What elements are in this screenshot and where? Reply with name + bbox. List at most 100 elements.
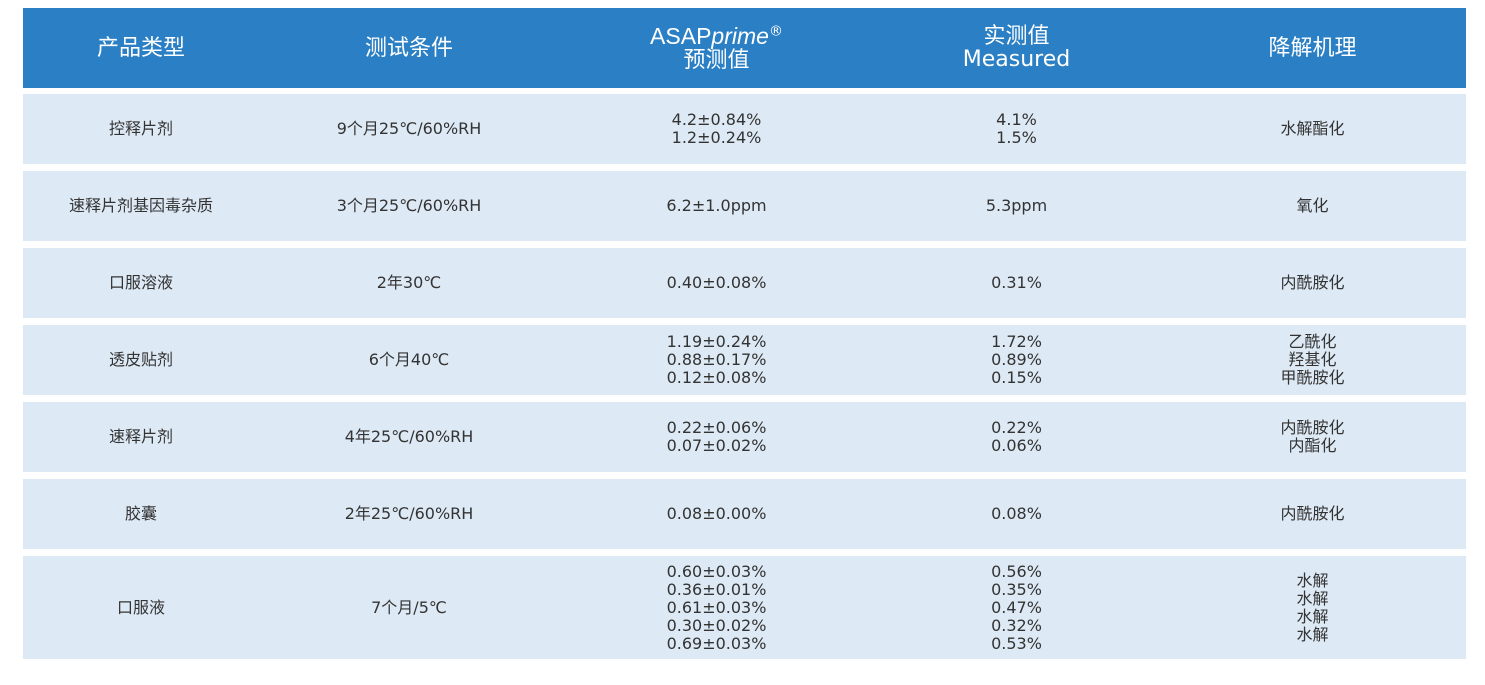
cell-mechanism: 水解酯化 [1159, 120, 1466, 138]
header-predicted: ASAPprime® 预测值 [559, 22, 874, 73]
cell-measured-value: 0.31% [874, 274, 1159, 292]
cell-measured-value: 1.72% 0.89% 0.15% [874, 333, 1159, 387]
cell-mechanism-line: 水解 [1296, 624, 1329, 644]
header-predicted-label: 预测值 [683, 47, 750, 73]
cell-product-type: 胶囊 [124, 504, 157, 523]
cell-product-type: 控释片剂 [108, 119, 173, 138]
cell-measured-value-line: 0.56% [991, 561, 1042, 581]
header-measured-cn: 实测值 [983, 24, 1050, 49]
cell-measured-value: 4.1% 1.5% [874, 111, 1159, 147]
cell-mechanism: 水解 水解 水解 水解 [1159, 570, 1466, 644]
cell-predicted-value-line: 0.88±0.17% [666, 350, 767, 369]
cell-predicted-value-line: 0.30±0.02% [666, 615, 767, 635]
cell-mechanism: 内酰胺化 [1159, 505, 1466, 523]
brand-name-italic: prime [711, 22, 769, 49]
cell-product-type: 速释片剂基因毒杂质 [68, 196, 213, 215]
cell-predicted-value-line: 4.2±0.84% [671, 110, 762, 129]
cell-measured-value: 0.08% [874, 505, 1159, 523]
cell-mechanism-line: 水解酯化 [1280, 119, 1345, 138]
cell-mechanism-line: 水解 [1296, 570, 1329, 590]
cell-predicted-value: 6.2±1.0ppm [559, 197, 874, 215]
cell-mechanism-line: 羟基化 [1288, 350, 1337, 369]
header-measured-en: Measured [962, 47, 1071, 72]
header-product-type: 产品类型 [96, 35, 185, 61]
table-row: 速释片剂 4年25℃/60%RH 0.22±0.06% 0.07±0.02% 0.22%… [23, 402, 1466, 472]
cell-test-condition: 2年30℃ [376, 273, 442, 292]
cell-predicted-value: 0.08±0.00% [559, 505, 874, 523]
cell-measured-value-line: 0.22% [991, 418, 1042, 437]
cell-product-type: 透皮贴剂 [108, 350, 173, 369]
cell-measured-value-line: 0.47% [991, 597, 1042, 617]
cell-test-condition: 6个月40℃ [368, 350, 450, 369]
cell-mechanism-line: 内酰胺化 [1280, 418, 1345, 437]
cell-predicted-value-line: 1.19±0.24% [666, 332, 767, 351]
table-row: 胶囊 2年25℃/60%RH 0.08±0.00% 0.08% 内酰胺化 [23, 479, 1466, 549]
cell-measured-value-line: 0.53% [991, 633, 1042, 653]
cell-mechanism-line: 甲酰胺化 [1280, 368, 1345, 387]
cell-mechanism-line: 乙酰化 [1288, 332, 1337, 351]
header-measured: 实测值 Measured [874, 25, 1159, 71]
cell-predicted-value-line: 0.22±0.06% [666, 418, 767, 437]
cell-measured-value-line: 0.06% [991, 436, 1042, 455]
brand-name: ASAP [650, 22, 712, 49]
cell-predicted-value-line: 0.60±0.03% [666, 561, 767, 581]
cell-predicted-value-line: 0.12±0.08% [666, 368, 767, 387]
header-mechanism: 降解机理 [1268, 35, 1357, 61]
cell-mechanism-line: 内酰胺化 [1280, 504, 1345, 523]
cell-predicted-value-line: 6.2±1.0ppm [666, 196, 767, 215]
cell-mechanism-line: 内酯化 [1288, 436, 1337, 455]
cell-measured-value-line: 1.5% [996, 128, 1037, 147]
cell-measured-value-line: 5.3ppm [985, 196, 1048, 215]
table-header: 产品类型 测试条件 ASAPprime® 预测值 实测值 Measured 降解… [23, 8, 1466, 88]
cell-mechanism: 乙酰化 羟基化 甲酰胺化 [1159, 333, 1466, 387]
cell-measured-value-line: 4.1% [996, 110, 1037, 129]
table-body: 控释片剂 9个月25℃/60%RH 4.2±0.84% 1.2±0.24% 4.1% 1.… [23, 94, 1466, 659]
cell-test-condition: 9个月25℃/60%RH [336, 119, 482, 138]
table-row: 控释片剂 9个月25℃/60%RH 4.2±0.84% 1.2±0.24% 4.1% 1.… [23, 94, 1466, 164]
stability-comparison-table: 产品类型 测试条件 ASAPprime® 预测值 实测值 Measured 降解… [23, 8, 1466, 659]
cell-predicted-value: 4.2±0.84% 1.2±0.24% [559, 111, 874, 147]
cell-predicted-value-line: 0.40±0.08% [666, 273, 767, 292]
cell-product-type: 速释片剂 [108, 427, 173, 446]
cell-measured-value-line: 0.31% [991, 273, 1042, 292]
table-row: 透皮贴剂 6个月40℃ 1.19±0.24% 0.88±0.17% 0.12±0.08%… [23, 325, 1466, 395]
cell-mechanism: 内酰胺化 [1159, 274, 1466, 292]
table-row: 速释片剂基因毒杂质 3个月25℃/60%RH 6.2±1.0ppm 5.3ppm 氧化 [23, 171, 1466, 241]
cell-mechanism-line: 氧化 [1296, 196, 1329, 215]
header-predicted-brand: ASAPprime® [559, 22, 874, 49]
cell-test-condition: 4年25℃/60%RH [344, 427, 474, 446]
cell-predicted-value: 0.22±0.06% 0.07±0.02% [559, 419, 874, 455]
cell-product-type: 口服液 [116, 597, 165, 617]
cell-mechanism: 内酰胺化 内酯化 [1159, 419, 1466, 455]
cell-mechanism-line: 内酰胺化 [1280, 273, 1345, 292]
cell-predicted-value-line: 0.36±0.01% [666, 579, 767, 599]
cell-product-type: 口服溶液 [108, 273, 173, 292]
cell-measured-value: 0.22% 0.06% [874, 419, 1159, 455]
cell-predicted-value: 0.60±0.03% 0.36±0.01% 0.61±0.03% 0.30±0.02%… [559, 561, 874, 653]
cell-mechanism-line: 水解 [1296, 588, 1329, 608]
cell-measured-value-line: 0.08% [991, 504, 1042, 523]
cell-measured-value-line: 0.15% [991, 368, 1042, 387]
cell-measured-value-line: 0.32% [991, 615, 1042, 635]
cell-mechanism: 氧化 [1159, 197, 1466, 215]
cell-predicted-value-line: 0.61±0.03% [666, 597, 767, 617]
cell-measured-value-line: 0.35% [991, 579, 1042, 599]
cell-test-condition: 7个月/5℃ [371, 597, 447, 617]
cell-predicted-value-line: 0.08±0.00% [666, 504, 767, 523]
registered-mark: ® [768, 23, 783, 40]
cell-mechanism-line: 水解 [1296, 606, 1329, 626]
cell-measured-value-line: 0.89% [991, 350, 1042, 369]
cell-test-condition: 2年25℃/60%RH [344, 504, 474, 523]
cell-measured-value-line: 1.72% [991, 332, 1042, 351]
cell-predicted-value: 0.40±0.08% [559, 274, 874, 292]
cell-predicted-value-line: 0.07±0.02% [666, 436, 767, 455]
cell-predicted-value-line: 1.2±0.24% [671, 128, 762, 147]
table-row: 口服液 7个月/5℃ 0.60±0.03% 0.36±0.01% 0.61±0.03% 0… [23, 556, 1466, 659]
cell-measured-value: 5.3ppm [874, 197, 1159, 215]
cell-predicted-value-line: 0.69±0.03% [666, 633, 767, 653]
cell-test-condition: 3个月25℃/60%RH [336, 196, 482, 215]
header-test-condition: 测试条件 [364, 35, 453, 61]
cell-predicted-value: 1.19±0.24% 0.88±0.17% 0.12±0.08% [559, 333, 874, 387]
cell-measured-value: 0.56% 0.35% 0.47% 0.32% 0.53% [874, 561, 1159, 653]
table-row: 口服溶液 2年30℃ 0.40±0.08% 0.31% 内酰胺化 [23, 248, 1466, 318]
